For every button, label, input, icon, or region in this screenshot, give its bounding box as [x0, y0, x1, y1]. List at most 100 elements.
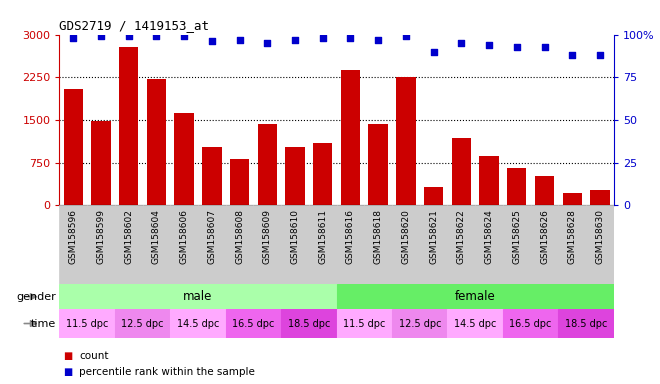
Text: GSM158628: GSM158628 — [568, 209, 577, 264]
Text: GSM158607: GSM158607 — [207, 209, 216, 264]
Bar — [226, 205, 253, 284]
Bar — [424, 187, 444, 205]
Bar — [309, 205, 337, 284]
Bar — [59, 205, 87, 284]
Point — [123, 33, 134, 39]
Text: 12.5 dpc: 12.5 dpc — [121, 318, 164, 329]
Bar — [392, 309, 447, 338]
Text: GSM158606: GSM158606 — [180, 209, 189, 264]
Bar — [230, 159, 249, 205]
Text: gender: gender — [16, 291, 56, 302]
Bar — [475, 205, 503, 284]
Bar — [170, 205, 198, 284]
Bar — [337, 205, 364, 284]
Text: male: male — [183, 290, 213, 303]
Bar — [364, 205, 392, 284]
Bar — [87, 205, 115, 284]
Text: GSM158608: GSM158608 — [235, 209, 244, 264]
Point — [96, 33, 106, 39]
Point — [179, 33, 189, 39]
Bar — [392, 205, 420, 284]
Bar — [59, 284, 337, 309]
Bar — [447, 309, 503, 338]
Text: GSM158610: GSM158610 — [290, 209, 300, 264]
Point — [373, 36, 383, 43]
Point — [401, 33, 411, 39]
Bar — [285, 147, 305, 205]
Text: count: count — [79, 351, 109, 361]
Bar — [341, 70, 360, 205]
Text: GSM158599: GSM158599 — [96, 209, 106, 264]
Text: ■: ■ — [63, 351, 72, 361]
Text: GSM158624: GSM158624 — [484, 209, 494, 264]
Bar — [281, 205, 309, 284]
Bar — [368, 124, 388, 205]
Bar — [143, 205, 170, 284]
Text: ■: ■ — [63, 367, 72, 377]
Point — [539, 43, 550, 50]
Text: GSM158618: GSM158618 — [374, 209, 383, 264]
Text: 18.5 dpc: 18.5 dpc — [288, 318, 330, 329]
Text: 11.5 dpc: 11.5 dpc — [66, 318, 108, 329]
Bar — [531, 205, 558, 284]
Text: GSM158622: GSM158622 — [457, 209, 466, 264]
Point — [234, 36, 245, 43]
Point — [317, 35, 328, 41]
Bar — [337, 309, 392, 338]
Bar — [174, 113, 194, 205]
Text: 16.5 dpc: 16.5 dpc — [232, 318, 275, 329]
Text: 16.5 dpc: 16.5 dpc — [510, 318, 552, 329]
Point — [428, 49, 439, 55]
Point — [262, 40, 273, 46]
Bar — [337, 284, 614, 309]
Bar — [226, 309, 281, 338]
Text: time: time — [31, 318, 56, 329]
Point — [207, 38, 217, 45]
Bar — [253, 205, 281, 284]
Bar — [479, 156, 499, 205]
Bar — [313, 143, 333, 205]
Bar — [281, 309, 337, 338]
Text: GSM158596: GSM158596 — [69, 209, 78, 264]
Text: GSM158621: GSM158621 — [429, 209, 438, 264]
Point — [512, 43, 522, 50]
Text: 14.5 dpc: 14.5 dpc — [177, 318, 219, 329]
Bar — [396, 77, 416, 205]
Bar — [558, 309, 614, 338]
Bar — [558, 205, 586, 284]
Bar — [115, 309, 170, 338]
Text: GDS2719 / 1419153_at: GDS2719 / 1419153_at — [59, 19, 209, 32]
Text: GSM158620: GSM158620 — [401, 209, 411, 264]
Bar — [147, 79, 166, 205]
Text: percentile rank within the sample: percentile rank within the sample — [79, 367, 255, 377]
Bar — [586, 205, 614, 284]
Point — [567, 52, 578, 58]
Point — [345, 35, 356, 41]
Point — [456, 40, 467, 46]
Text: GSM158609: GSM158609 — [263, 209, 272, 264]
Bar — [91, 121, 111, 205]
Text: 14.5 dpc: 14.5 dpc — [454, 318, 496, 329]
Text: GSM158630: GSM158630 — [595, 209, 605, 264]
Bar — [198, 205, 226, 284]
Point — [595, 52, 605, 58]
Text: female: female — [455, 290, 496, 303]
Bar — [503, 309, 558, 338]
Bar — [503, 205, 531, 284]
Bar — [420, 205, 447, 284]
Bar — [119, 47, 139, 205]
Text: GSM158625: GSM158625 — [512, 209, 521, 264]
Bar — [590, 190, 610, 205]
Bar — [507, 168, 527, 205]
Text: 18.5 dpc: 18.5 dpc — [565, 318, 607, 329]
Bar — [447, 205, 475, 284]
Bar — [535, 176, 554, 205]
Bar — [451, 138, 471, 205]
Bar — [59, 309, 115, 338]
Text: GSM158626: GSM158626 — [540, 209, 549, 264]
Text: 11.5 dpc: 11.5 dpc — [343, 318, 385, 329]
Text: GSM158602: GSM158602 — [124, 209, 133, 264]
Point — [290, 36, 300, 43]
Point — [68, 35, 79, 41]
Point — [484, 42, 494, 48]
